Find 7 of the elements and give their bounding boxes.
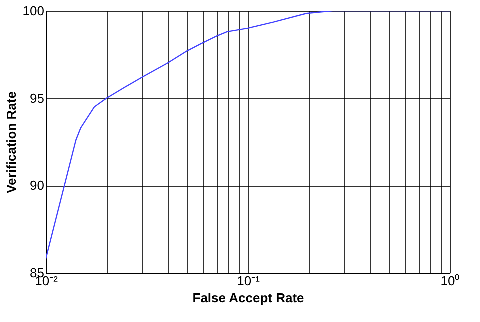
- y-tick-label: 100: [22, 4, 44, 18]
- y-tick-label: 90: [30, 178, 44, 194]
- x-axis-title: False Accept Rate: [192, 290, 304, 306]
- y-tick-label: 95: [30, 90, 44, 106]
- x-tick-label: 10⁰: [440, 274, 460, 288]
- x-tick-label: 10⁻¹: [237, 274, 261, 288]
- y-axis-title: Verification Rate: [4, 92, 19, 194]
